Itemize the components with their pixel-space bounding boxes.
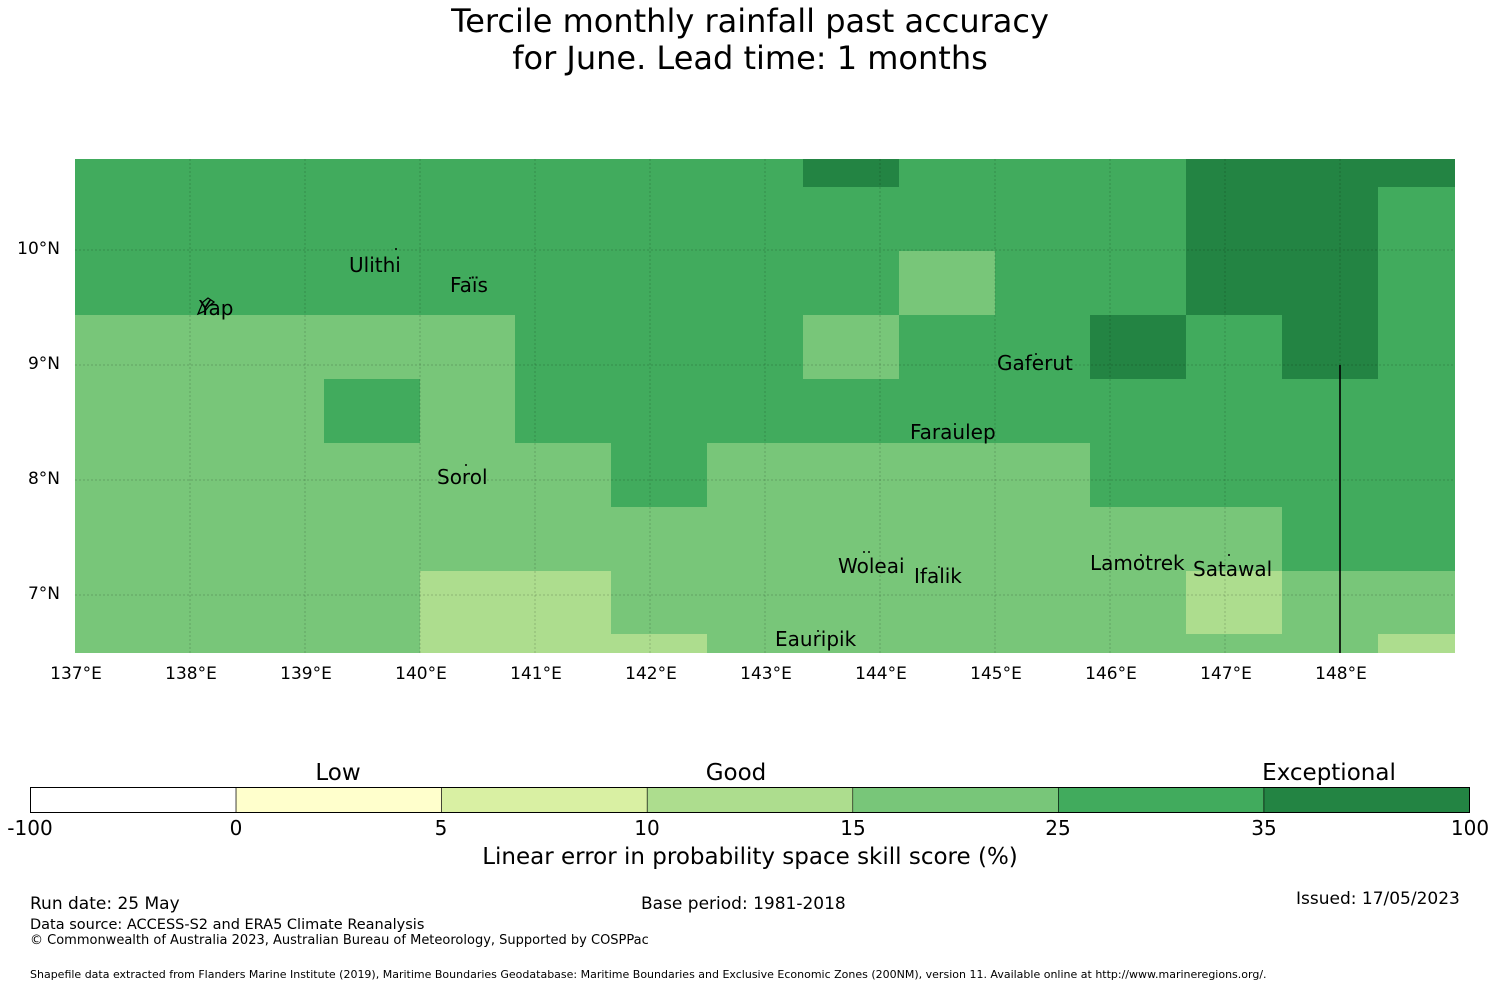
skill-cell (899, 251, 995, 315)
lat-label: 8°N (27, 469, 60, 489)
island-dot (395, 248, 397, 250)
place-label-eauripik: Eauripik (775, 627, 857, 651)
skill-cell (803, 159, 899, 187)
island-dot (954, 423, 956, 425)
colorbar-tick: 5 (434, 816, 448, 840)
lon-label: 141°E (510, 664, 562, 684)
place-label-ifalik: Ifalik (914, 564, 962, 588)
colorbar-swatch (1263, 787, 1470, 813)
shapefile-credit: Shapefile data extracted from Flanders M… (30, 968, 1267, 981)
colorbar-tick: 15 (840, 816, 866, 840)
base-period: Base period: 1981-2018 (641, 894, 846, 914)
issued-date: Issued: 17/05/2023 (1296, 889, 1460, 909)
colorbar-label: Linear error in probability space skill … (482, 844, 1018, 870)
place-label-satawal: Satawal (1193, 557, 1273, 581)
run-date: Run date: 25 May (30, 894, 180, 914)
lat-label: 9°N (27, 354, 60, 374)
island-dot (863, 551, 865, 553)
skill-cell (1378, 634, 1455, 653)
place-label-ulithi: Ulithi (349, 253, 401, 277)
place-label-fais: Faïs (450, 273, 488, 297)
skill-cell (1186, 187, 1378, 315)
place-label-yap: Yap (199, 296, 234, 320)
copyright: © Commonwealth of Australia 2023, Austra… (30, 933, 649, 948)
island-dot (1228, 554, 1230, 556)
lon-label: 145°E (970, 664, 1022, 684)
skill-cell (1282, 315, 1378, 379)
skill-cell (1186, 159, 1455, 187)
colorbar-swatch (1058, 787, 1265, 813)
colorbar-swatch (235, 787, 442, 813)
place-label-sorol: Sorol (437, 465, 488, 489)
colorbar-category-good: Good (705, 760, 767, 786)
lat-label: 10°N (17, 239, 60, 259)
colorbar-tick: 35 (1251, 816, 1277, 840)
skill-cell (707, 443, 1090, 653)
colorbar-category-exceptional: Exceptional (1262, 760, 1396, 786)
island-dot (469, 277, 471, 279)
lon-label: 138°E (165, 664, 217, 684)
skill-cell (611, 507, 707, 653)
place-label-lamotrek: Lamotrek (1090, 551, 1185, 575)
colorbar-category-low: Low (315, 760, 361, 786)
skill-cell (803, 315, 899, 379)
lon-label: 139°E (280, 664, 332, 684)
lat-label: 7°N (27, 584, 60, 604)
skill-cell (611, 634, 707, 653)
data-source: Data source: ACCESS-S2 and ERA5 Climate … (30, 917, 425, 933)
title-line-2: for June. Lead time: 1 months (512, 39, 988, 77)
colorbar-tick: -100 (7, 816, 53, 840)
island-dot (465, 464, 467, 466)
island-dot (1035, 353, 1037, 355)
colorbar-tick: 10 (634, 816, 660, 840)
skill-map (75, 159, 1455, 653)
skill-cell (420, 571, 611, 653)
island-markers (196, 248, 1230, 632)
lon-label: 142°E (625, 664, 677, 684)
lon-label: 147°E (1200, 664, 1252, 684)
island-dot (868, 551, 870, 553)
place-label-gaferut: Gaferut (997, 351, 1073, 375)
island-dot (1140, 554, 1142, 556)
place-label-woleai: Woleai (838, 554, 905, 578)
colorbar-swatch (441, 787, 648, 813)
colorbar-swatch (646, 787, 854, 813)
lon-label: 144°E (855, 664, 907, 684)
lon-label: 143°E (740, 664, 792, 684)
lon-label: 146°E (1085, 664, 1137, 684)
colorbar-tick: 100 (1450, 816, 1490, 840)
island-dot (938, 566, 940, 568)
colorbar-tick: 25 (1045, 816, 1071, 840)
skill-cell (1186, 571, 1282, 634)
graticule (75, 159, 1455, 653)
colorbar-tick: 0 (229, 816, 243, 840)
colorbar (30, 787, 1470, 813)
skill-cell (324, 379, 420, 443)
colorbar-swatch (852, 787, 1059, 813)
lon-label: 137°E (50, 664, 102, 684)
skill-cell (1090, 315, 1186, 379)
lon-label: 140°E (395, 664, 447, 684)
lon-label: 148°E (1315, 664, 1367, 684)
skill-grid (75, 159, 1455, 653)
yap-island-shape (196, 297, 216, 316)
colorbar-swatch (30, 787, 237, 813)
island-dot (817, 630, 819, 632)
place-label-faraulep: Faraulep (910, 420, 996, 444)
title-line-1: Tercile monthly rainfall past accuracy (451, 2, 1049, 40)
